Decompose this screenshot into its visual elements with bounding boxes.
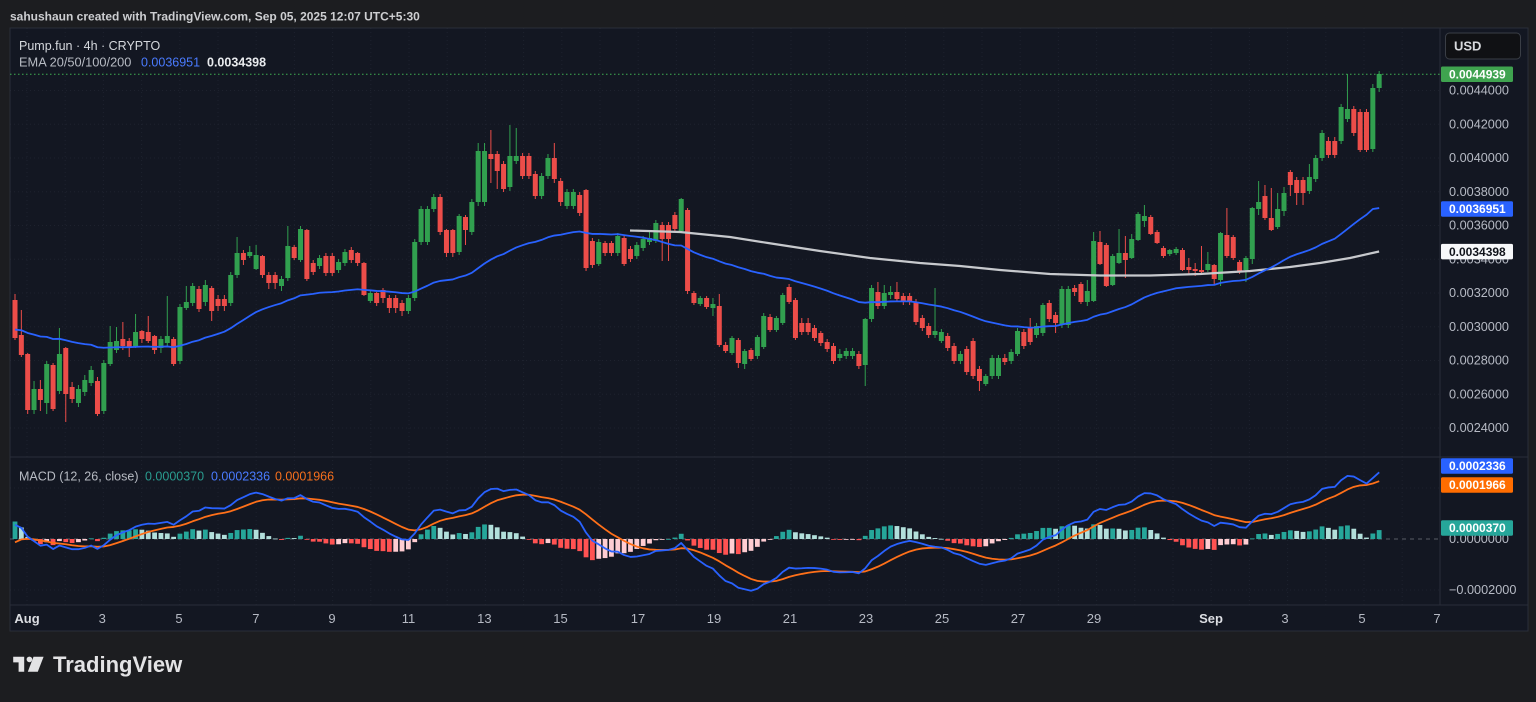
svg-text:7: 7 xyxy=(252,611,259,626)
svg-text:MACD (12, 26, close): MACD (12, 26, close) xyxy=(19,470,138,484)
svg-text:15: 15 xyxy=(553,611,567,626)
svg-text:3: 3 xyxy=(99,611,106,626)
svg-text:9: 9 xyxy=(328,611,335,626)
svg-text:0.0034398: 0.0034398 xyxy=(207,56,266,70)
svg-text:0.0001966: 0.0001966 xyxy=(275,470,334,484)
svg-text:17: 17 xyxy=(631,611,645,626)
svg-text:0.0028000: 0.0028000 xyxy=(1449,354,1509,368)
svg-text:0.0044000: 0.0044000 xyxy=(1449,84,1509,98)
svg-text:Aug: Aug xyxy=(14,611,39,626)
svg-text:27: 27 xyxy=(1011,611,1025,626)
svg-text:3: 3 xyxy=(1281,611,1288,626)
svg-text:USD: USD xyxy=(1454,39,1481,54)
svg-text:0.0001966: 0.0001966 xyxy=(1449,478,1506,492)
svg-text:0.0036951: 0.0036951 xyxy=(141,56,200,70)
svg-text:0.0026000: 0.0026000 xyxy=(1449,387,1509,401)
svg-text:23: 23 xyxy=(859,611,873,626)
svg-text:7: 7 xyxy=(1433,611,1440,626)
svg-text:Pump.fun · 4h · CRYPTO: Pump.fun · 4h · CRYPTO xyxy=(19,39,161,53)
svg-text:0.0032000: 0.0032000 xyxy=(1449,286,1509,300)
svg-text:0.0024000: 0.0024000 xyxy=(1449,421,1509,435)
svg-text:11: 11 xyxy=(402,611,416,626)
svg-text:0.0040000: 0.0040000 xyxy=(1449,151,1509,165)
svg-text:0.0038000: 0.0038000 xyxy=(1449,185,1509,199)
svg-text:29: 29 xyxy=(1087,611,1101,626)
svg-text:0.0002336: 0.0002336 xyxy=(211,470,270,484)
svg-text:EMA 20/50/100/200: EMA 20/50/100/200 xyxy=(19,55,131,70)
svg-text:25: 25 xyxy=(935,611,949,626)
svg-text:0.0034398: 0.0034398 xyxy=(1449,245,1506,259)
svg-text:TradingView: TradingView xyxy=(53,652,183,677)
svg-text:0.0042000: 0.0042000 xyxy=(1449,117,1509,131)
svg-text:5: 5 xyxy=(1358,611,1365,626)
svg-text:0.0030000: 0.0030000 xyxy=(1449,320,1509,334)
svg-text:Sep: Sep xyxy=(1199,611,1223,626)
svg-text:21: 21 xyxy=(783,611,797,626)
svg-text:19: 19 xyxy=(707,611,721,626)
svg-text:0.0002336: 0.0002336 xyxy=(1449,459,1506,473)
svg-text:0.0044939: 0.0044939 xyxy=(1449,68,1506,82)
svg-text:0.0000370: 0.0000370 xyxy=(1449,521,1506,535)
svg-text:0.0000370: 0.0000370 xyxy=(145,470,204,484)
svg-text:0.0036951: 0.0036951 xyxy=(1449,202,1506,216)
svg-text:sahushaun created with Trading: sahushaun created with TradingView.com, … xyxy=(10,10,420,24)
svg-text:0.0036000: 0.0036000 xyxy=(1449,219,1509,233)
svg-text:13: 13 xyxy=(477,611,491,626)
svg-text:−0.0002000: −0.0002000 xyxy=(1449,583,1516,597)
svg-text:5: 5 xyxy=(175,611,182,626)
